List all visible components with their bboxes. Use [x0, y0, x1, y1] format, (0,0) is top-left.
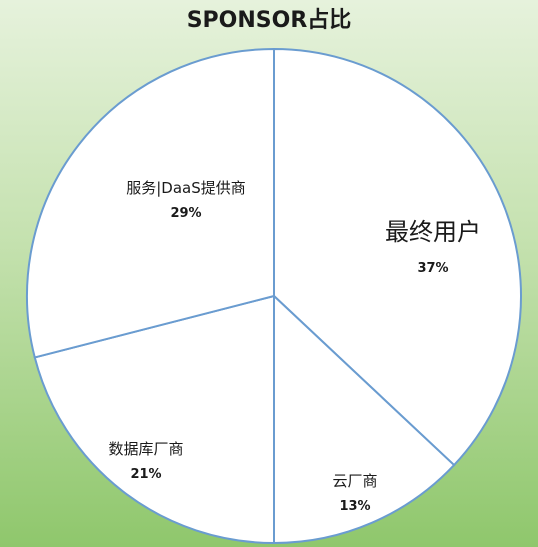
pie-slice: [273, 47, 522, 467]
slice-percent-label: 13%: [339, 499, 370, 514]
pie-labels: 最终用户 37% 云厂商 13% 数据库厂商 21% 服务|DaaS提供商 29%: [108, 179, 481, 514]
slice-percent-label: 21%: [130, 467, 161, 482]
slice-percent-label: 29%: [170, 206, 201, 221]
slice-label: 服务|DaaS提供商: [126, 179, 246, 197]
slice-label: 最终用户: [385, 218, 481, 246]
pie-slice: [26, 47, 275, 359]
chart-title: SPONSOR占比: [186, 8, 352, 33]
slice-label: 数据库厂商: [108, 440, 183, 458]
slice-label: 云厂商: [332, 472, 377, 490]
pie-slices: [26, 47, 522, 545]
pie-slice: [33, 294, 275, 545]
pie-slice: [273, 293, 456, 545]
slice-percent-label: 37%: [417, 261, 448, 276]
